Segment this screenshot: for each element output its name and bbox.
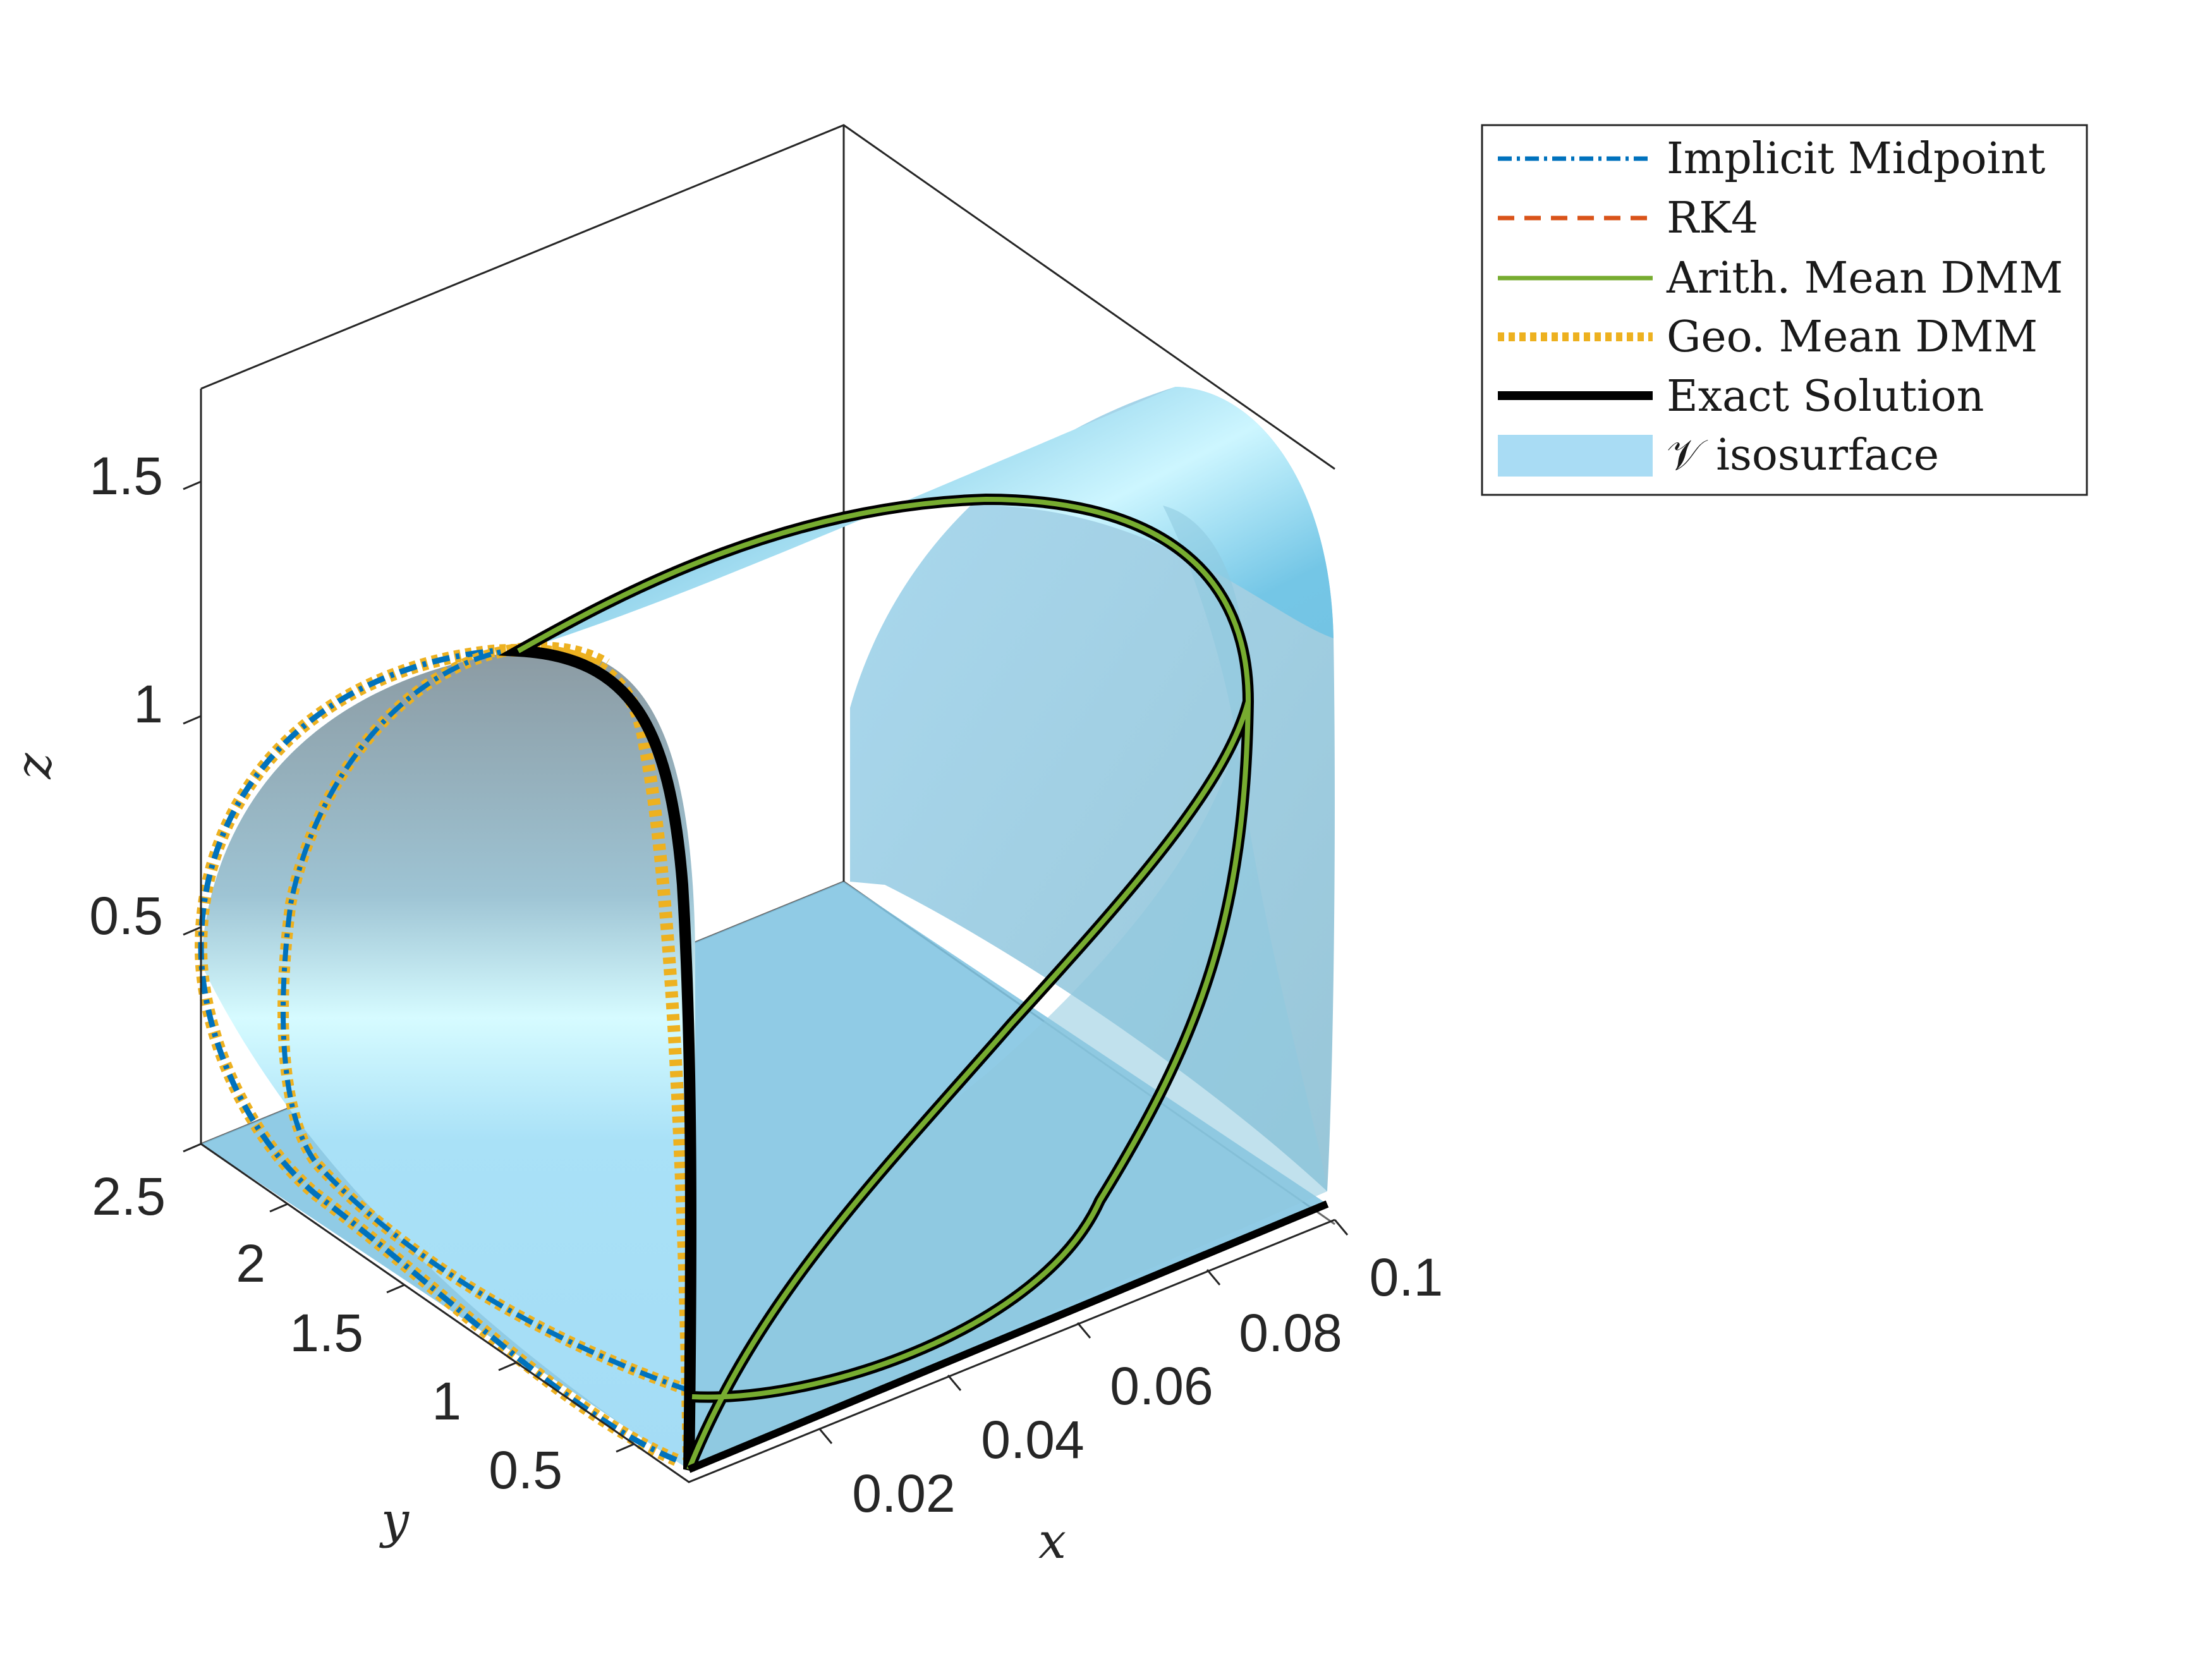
isosurface xyxy=(201,387,1335,1469)
y-ticks: 2.5 2 1.5 1 0.5 xyxy=(92,1143,635,1500)
svg-text:Implicit Midpoint: Implicit Midpoint xyxy=(1667,134,2045,184)
isosurface-left-face xyxy=(201,648,695,1469)
x-tick-label: 0.1 xyxy=(1370,1248,1443,1307)
legend: Implicit Midpoint RK4 Arith. Mean DMM Ge… xyxy=(1481,124,2088,496)
trajectory-curves xyxy=(194,493,1329,1473)
x-axis-label: x xyxy=(1038,1513,1066,1570)
x-tick-label: 0.04 xyxy=(981,1410,1085,1469)
trajectory-right xyxy=(517,496,1251,1400)
x-ticks: 0.02 0.04 0.06 0.08 0.1 xyxy=(818,1219,1443,1523)
y-tick-label: 2.5 xyxy=(92,1167,166,1226)
svg-text:Arith. Mean DMM: Arith. Mean DMM xyxy=(1666,253,2063,303)
svg-text:Geo. Mean DMM: Geo. Mean DMM xyxy=(1667,312,2038,362)
legend-item-arith-mean-dmm: Arith. Mean DMM xyxy=(1498,253,2063,303)
svg-text:𝒱 isosurface: 𝒱 isosurface xyxy=(1667,430,1939,480)
legend-isosurface-text: isosurface xyxy=(1703,430,1939,480)
legend-item-geo-mean-dmm: Geo. Mean DMM xyxy=(1498,312,2038,362)
y-tick-label: 0.5 xyxy=(489,1440,562,1500)
y-tick-label: 1 xyxy=(432,1371,461,1431)
x-tick-label: 0.08 xyxy=(1239,1303,1342,1363)
axes-front xyxy=(200,389,1335,1483)
isosurface-side-face xyxy=(689,506,1327,1469)
y-tick-label: 2 xyxy=(236,1234,265,1293)
z-ticks: 1.5 1 0.5 xyxy=(89,446,202,945)
legend-item-implicit-midpoint: Implicit Midpoint xyxy=(1498,134,2045,184)
z-tick-label: 0.5 xyxy=(89,886,163,945)
z-tick-label: 1.5 xyxy=(89,446,163,506)
z-axis-label: z xyxy=(6,753,63,780)
svg-text:Exact Solution: Exact Solution xyxy=(1667,372,1984,422)
legend-item-isosurface: 𝒱 isosurface xyxy=(1498,430,1939,480)
y-tick-label: 1.5 xyxy=(289,1303,363,1363)
x-tick-label: 0.02 xyxy=(852,1464,956,1523)
z-tick-label: 1 xyxy=(133,674,163,734)
legend-item-rk4: RK4 xyxy=(1498,193,1758,243)
legend-item-exact-solution: Exact Solution xyxy=(1498,372,1984,422)
legend-isosurface-symbol: 𝒱 xyxy=(1667,430,1708,480)
trajectory-base-edge xyxy=(687,1200,1329,1473)
svg-text:RK4: RK4 xyxy=(1667,193,1758,243)
y-axis-label: y xyxy=(379,1492,410,1549)
x-tick-label: 0.06 xyxy=(1110,1356,1213,1416)
